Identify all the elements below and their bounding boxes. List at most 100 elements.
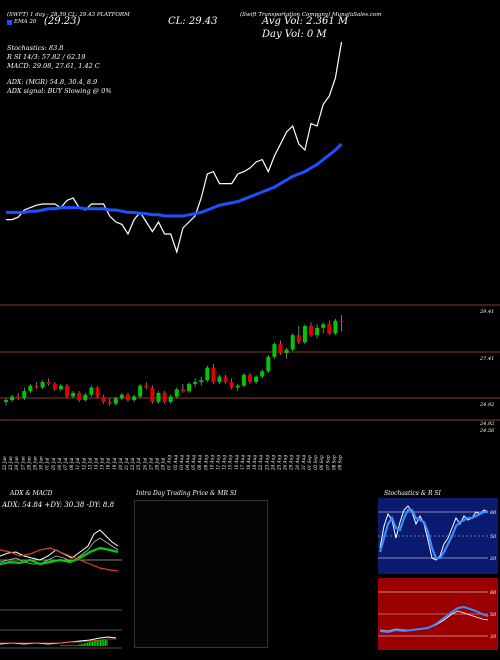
macd-hist-bar [60, 645, 62, 646]
macd-hist-bar [103, 640, 105, 646]
candle-body [235, 385, 240, 388]
candle-body [58, 385, 63, 390]
candle-body [89, 387, 94, 395]
macd-hist-bar [87, 642, 89, 646]
candle-body [16, 396, 21, 399]
date-tick-label: 02 Aug [173, 455, 178, 470]
indicator-adx-signal: ADX signal: BUY Slowing @ 0% [7, 87, 112, 95]
ema-line [6, 142, 343, 218]
date-tick-label: 18 Aug [246, 455, 251, 470]
date-tick-label: 27 Jun [20, 456, 25, 471]
candle-body [132, 396, 137, 401]
price-right: CL: 29.43 [168, 16, 218, 27]
date-tick-label: 29 Jun [33, 456, 38, 471]
date-tick-label: 27 Jul [148, 457, 153, 471]
stoch-rsi-title: Stochastics & R SI [384, 490, 441, 497]
date-tick-label: 01 Aug [167, 455, 172, 470]
date-axis: 22 Jun 23 Jun 24 Jun 27 Jun 28 Jun 29 Jun 30 J… [2, 455, 343, 471]
stochastics-lines: 80 50 20 [378, 505, 497, 562]
price-axis: 29.41 27.41 24.92 24.92 24.56 [479, 309, 495, 434]
macd-hist-bar [69, 645, 71, 646]
indicator-rsi: R SI 14/3: 57.82 / 62.19 [7, 53, 86, 61]
adx-panel: ADX: 54.84 +DY: 30.38 -DY: 8.8 [0, 498, 122, 650]
macd-hist-bar [76, 645, 78, 646]
date-tick-label: 28 Jun [26, 456, 31, 471]
candle-body [187, 383, 191, 392]
date-tick-label: 02 Sep [313, 455, 318, 470]
date-tick-label: 22 Aug [258, 455, 263, 471]
candle-body [71, 392, 76, 397]
minus-di-line [0, 547, 119, 572]
rsi-level-80: 80 [490, 590, 497, 596]
candle-body [199, 380, 204, 383]
adx-macd-title: ADX & MACD [10, 490, 53, 497]
candle-body [101, 396, 106, 402]
rsi-level-20: 20 [489, 634, 497, 640]
macd-hist-bar [80, 644, 82, 646]
plus-di-line [0, 546, 119, 566]
date-tick-label: 30 Jun [39, 456, 44, 470]
macd-hist-bar [93, 640, 95, 646]
date-tick-label: 18 Jul [106, 457, 111, 470]
candle-body [150, 387, 155, 402]
macd-hist-bar [104, 640, 106, 646]
adx-values: ADX: 54.84 +DY: 30.38 -DY: 8.8 [2, 501, 115, 509]
macd-hist-bar [64, 645, 66, 646]
date-tick-label: 09 Sep [338, 455, 343, 470]
candle-body [290, 335, 295, 350]
candle-body [229, 382, 234, 388]
date-tick-label: 29 Aug [289, 455, 294, 471]
stoch-d-line [378, 508, 488, 560]
candle-body [22, 391, 27, 399]
avg-vol: Avg Vol: 2.361 M [262, 16, 349, 27]
candle-body [272, 344, 277, 357]
candle-body [309, 326, 313, 336]
stoch-level-20: 20 [489, 556, 497, 562]
candle-body [138, 385, 143, 397]
candle-body [10, 396, 15, 401]
macd-hist-bar [106, 640, 108, 646]
candle-body [193, 382, 198, 384]
date-tick-label: 22 Jul [130, 457, 135, 471]
date-tick-label: 05 Aug [191, 455, 196, 470]
date-tick-label: 26 Jul [142, 457, 147, 471]
date-tick-label: 05 Jul [51, 457, 56, 470]
date-tick-label: 25 Aug [277, 455, 282, 471]
date-tick-label: 19 Jul [112, 457, 117, 470]
candle-body [260, 371, 265, 377]
macd-hist-bar [95, 640, 97, 646]
price-label-3: 24.92 [479, 402, 494, 408]
stoch-level-80: 80 [490, 510, 497, 516]
date-tick-label: 06 Sep [319, 455, 324, 470]
date-tick-label: 28 Jul [155, 457, 160, 471]
date-tick-label: 07 Jul [63, 457, 68, 470]
candle-body [302, 326, 307, 343]
date-tick-label: 16 Aug [234, 455, 239, 470]
candle-body [205, 367, 210, 381]
date-tick-label: 08 Aug [197, 455, 202, 470]
adx-lines [0, 529, 122, 649]
macd-hist-bar [61, 645, 63, 646]
macd-hist-bar [90, 641, 92, 646]
macd-signal-line [0, 638, 116, 644]
date-tick-label: 13 Jul [87, 457, 92, 470]
candle-body [248, 374, 252, 383]
date-tick-label: 03 Aug [179, 455, 184, 470]
candle-body [321, 324, 326, 328]
date-tick-label: 19 Aug [252, 455, 257, 470]
macd-hist-bar [85, 642, 87, 646]
macd-hist-bar [71, 645, 73, 646]
price-left: (29.23) [44, 16, 81, 27]
date-tick-label: 08 Sep [331, 455, 336, 470]
candle-body [174, 389, 179, 397]
candle-body [278, 344, 283, 354]
candle-body [65, 385, 69, 397]
macd-hist-bar [84, 643, 86, 646]
date-tick-label: 26 Aug [283, 455, 288, 471]
candle-body [46, 382, 51, 384]
rsi-level-50: 50 [490, 612, 497, 618]
macd-histogram [60, 640, 108, 646]
macd-hist-bar [82, 643, 84, 646]
candle-body [77, 392, 82, 401]
macd-hist-bar [101, 640, 103, 646]
